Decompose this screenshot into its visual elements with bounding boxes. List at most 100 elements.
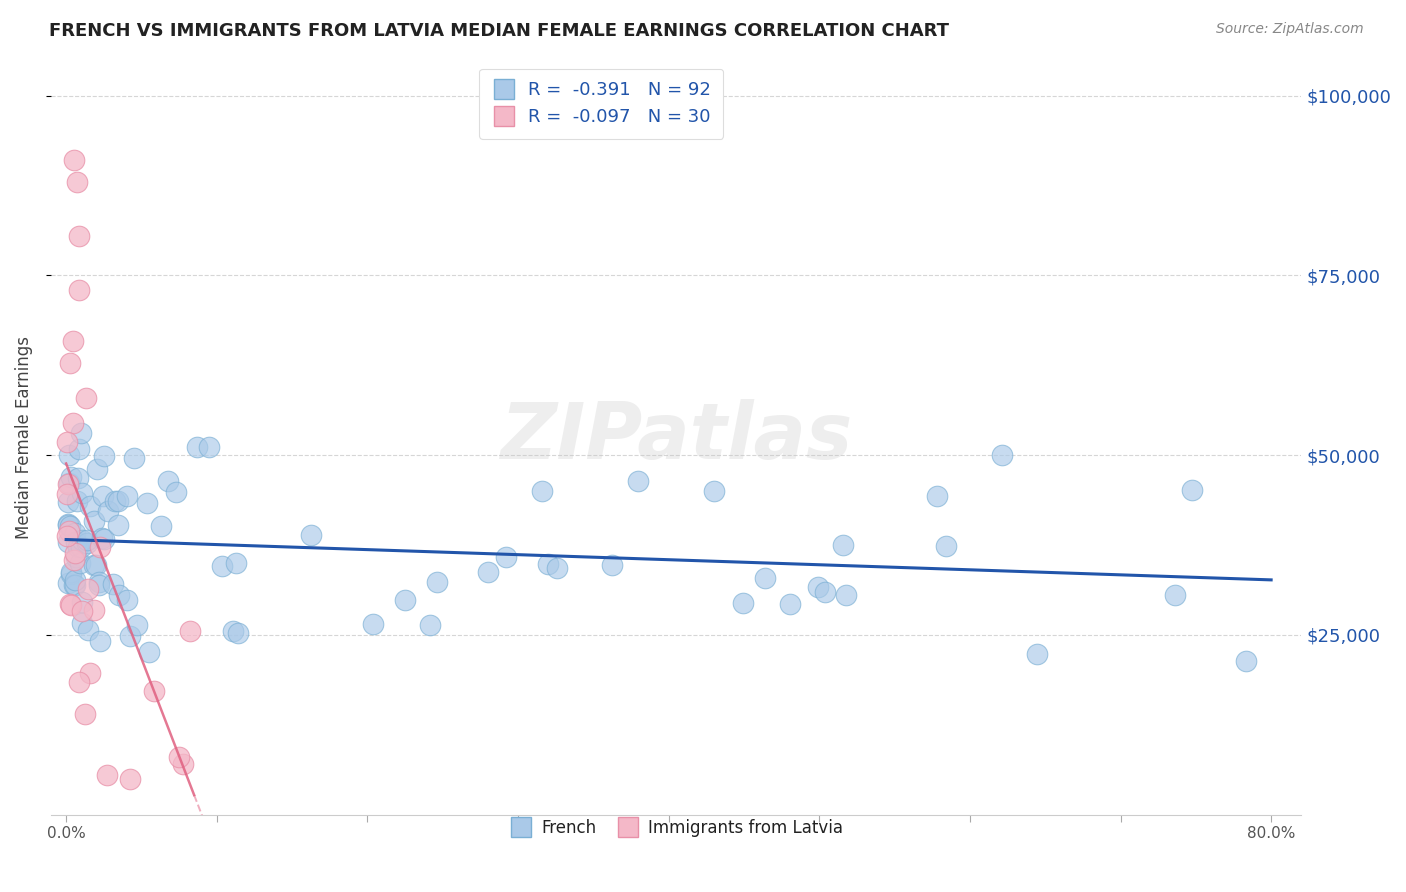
- Point: [89, 634, 111, 648]
- Point: [69, 557, 91, 571]
- Point: [59, 519, 82, 533]
- Point: [70, 426, 93, 441]
- Point: [211, 559, 233, 574]
- Point: [221, 624, 243, 639]
- Point: [76, 536, 98, 550]
- Text: Source: ZipAtlas.com: Source: ZipAtlas.com: [1216, 22, 1364, 37]
- Point: [627, 474, 650, 488]
- Point: [59, 598, 82, 612]
- Point: [832, 538, 855, 552]
- Point: [426, 574, 449, 589]
- Point: [93, 449, 115, 463]
- Point: [56, 517, 79, 532]
- Point: [1181, 483, 1204, 497]
- Point: [79, 665, 101, 680]
- Text: FRENCH VS IMMIGRANTS FROM LATVIA MEDIAN FEMALE EARNINGS CORRELATION CHART: FRENCH VS IMMIGRANTS FROM LATVIA MEDIAN …: [49, 22, 949, 40]
- Point: [835, 588, 858, 602]
- Point: [70, 540, 93, 554]
- Point: [138, 645, 160, 659]
- Point: [59, 470, 82, 484]
- Point: [124, 450, 146, 465]
- Point: [225, 556, 247, 570]
- Point: [67, 471, 90, 485]
- Point: [60, 567, 83, 582]
- Point: [120, 629, 142, 643]
- Point: [167, 750, 190, 764]
- Point: [1163, 588, 1185, 602]
- Point: [67, 283, 90, 297]
- Point: [75, 391, 97, 405]
- Y-axis label: Median Female Earnings: Median Female Earnings: [15, 335, 32, 539]
- Point: [117, 489, 139, 503]
- Point: [96, 768, 118, 782]
- Point: [495, 549, 517, 564]
- Point: [143, 684, 166, 698]
- Point: [62, 416, 84, 430]
- Point: [84, 558, 107, 572]
- Point: [179, 624, 201, 638]
- Point: [83, 514, 105, 528]
- Point: [807, 580, 830, 594]
- Point: [56, 534, 79, 549]
- Point: [76, 623, 98, 637]
- Point: [107, 518, 129, 533]
- Point: [186, 440, 208, 454]
- Point: [135, 496, 157, 510]
- Point: [101, 577, 124, 591]
- Point: [63, 578, 86, 592]
- Text: ZIPatlas: ZIPatlas: [501, 399, 852, 475]
- Point: [83, 602, 105, 616]
- Point: [530, 484, 553, 499]
- Point: [93, 489, 115, 503]
- Point: [754, 571, 776, 585]
- Point: [172, 757, 194, 772]
- Point: [546, 560, 568, 574]
- Point: [58, 448, 80, 462]
- Point: [935, 539, 957, 553]
- Point: [77, 582, 100, 597]
- Point: [107, 493, 129, 508]
- Point: [150, 518, 173, 533]
- Point: [198, 440, 221, 454]
- Point: [477, 565, 499, 579]
- Point: [67, 228, 90, 243]
- Point: [89, 540, 111, 554]
- Point: [165, 484, 187, 499]
- Point: [62, 578, 84, 592]
- Point: [394, 593, 416, 607]
- Point: [925, 489, 948, 503]
- Point: [70, 533, 93, 548]
- Point: [56, 518, 79, 533]
- Point: [59, 356, 82, 370]
- Point: [66, 494, 89, 508]
- Point: [602, 558, 624, 572]
- Point: [58, 524, 80, 538]
- Point: [56, 434, 79, 449]
- Point: [56, 575, 79, 590]
- Point: [79, 499, 101, 513]
- Point: [63, 573, 86, 587]
- Point: [537, 557, 560, 571]
- Legend: French, Immigrants from Latvia: French, Immigrants from Latvia: [503, 813, 849, 844]
- Point: [118, 772, 141, 786]
- Point: [733, 596, 755, 610]
- Point: [72, 615, 94, 630]
- Point: [157, 474, 180, 488]
- Point: [56, 476, 79, 491]
- Point: [62, 334, 84, 349]
- Point: [65, 545, 87, 559]
- Point: [1025, 647, 1047, 661]
- Point: [72, 595, 94, 609]
- Point: [70, 486, 93, 500]
- Point: [65, 526, 87, 541]
- Point: [115, 593, 138, 607]
- Point: [779, 597, 801, 611]
- Point: [66, 175, 89, 189]
- Point: [66, 540, 89, 554]
- Point: [62, 153, 84, 168]
- Point: [86, 462, 108, 476]
- Point: [363, 617, 385, 632]
- Point: [127, 618, 149, 632]
- Point: [104, 494, 127, 508]
- Point: [1234, 654, 1257, 668]
